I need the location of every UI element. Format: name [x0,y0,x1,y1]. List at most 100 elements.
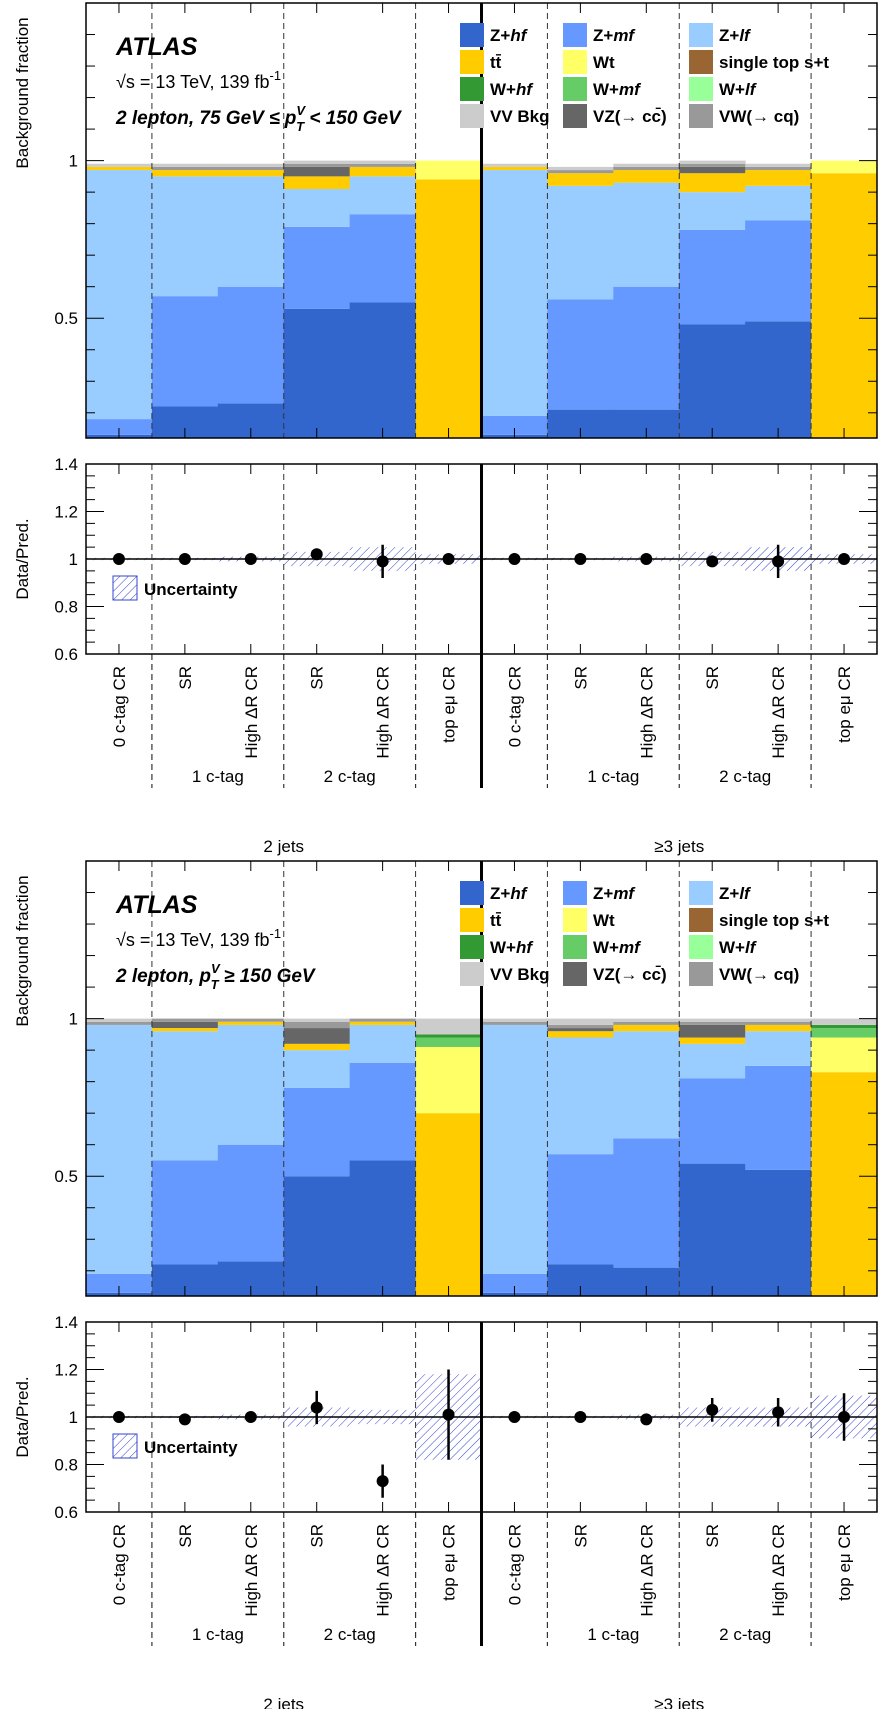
bar-segment [745,1024,812,1032]
bar-segment [613,163,680,167]
c-tag-group-label: 2 c-tag [324,767,376,786]
bar-segment [679,1163,746,1296]
bar-segment [745,1065,812,1170]
legend-swatch-whf [460,77,484,101]
ratio-point [706,1403,719,1416]
bar-segment [86,163,153,167]
legend-text-italic: mf [619,80,642,99]
bar-segment [283,1176,351,1296]
legend-swatch-zlf [689,23,713,47]
panel-1: 1 0.5 Background fraction ATLAS √s = 13 TeV,… [13,2,878,856]
legend-label-wmf: W+mf [593,80,642,99]
legend-swatch-vwcq [689,962,713,986]
bar-segment [547,1018,614,1025]
legend-swatch-zlf [689,881,713,905]
legend-text-italic: hf [516,938,534,957]
legend-text: VW(→ cq) [719,107,799,126]
bin-label: High ΔR CR [637,1524,656,1617]
legend-label-vzcc: VZ(→ cc̄) [593,107,667,126]
y-axis-label: Background fraction [13,875,32,1026]
bar-segment [811,1018,878,1025]
jets-label: ≥3 jets [654,1695,704,1709]
bar-segment [745,321,812,438]
legend-label-zlf: Z+lf [719,884,752,903]
legend-text: VZ(→ cc̄) [593,107,667,126]
bar-segment [679,166,746,174]
bin-label: top eμ CR [440,1524,459,1601]
bar-segment [217,176,285,287]
region-label: 2 lepton, pV T ≥ 150 GeV [115,961,316,992]
bar-segment [745,170,812,186]
bar-segment [217,170,285,177]
bin-label: High ΔR CR [242,1524,261,1617]
bar-segment [283,1087,351,1177]
legend-label-zlf: Z+lf [719,26,752,45]
region-tail: < 150 GeV [304,108,402,129]
bar-segment [349,214,417,303]
bar-segment [151,1021,219,1029]
bar-segment [679,324,746,438]
region-sup: V [296,103,306,118]
bar-segment [679,160,746,164]
legend-text-italic: lf [745,938,758,957]
bar-segment [613,166,680,171]
uncertainty-swatch [112,1433,138,1459]
legend-label-vwcq: VW(→ cq) [719,965,799,984]
bar-segment [151,1028,219,1032]
legend-text: VW(→ cq) [719,965,799,984]
ratio-point [442,1408,455,1421]
ratio-point [640,553,653,565]
bar-segment [217,1144,285,1262]
bar-segment [745,1031,812,1066]
legend-text-italic: lf [745,80,758,99]
bar-segment [811,160,878,174]
bar-segment [151,163,219,167]
bin-label: top eμ CR [440,666,459,743]
energy-main: √s = 13 TeV, 139 fb [116,930,270,950]
bar-segment [547,1031,614,1038]
c-tag-group-label: 1 c-tag [587,1625,639,1644]
bar-segment [481,1273,548,1293]
bar-segment [745,1018,812,1022]
bar-segment [679,163,746,167]
bar-segment [415,1034,482,1038]
bin-label: High ΔR CR [374,666,393,759]
ratio-y-axis-label: Data/Pred. [13,1376,32,1457]
legend-swatch-vwcq [689,104,713,128]
bin-label: top eμ CR [835,666,854,743]
ratio-point [310,548,323,561]
legend-swatch-stop [689,908,713,932]
bar-segment [613,1031,680,1139]
bar-segment [349,1018,417,1022]
bar-segment [283,166,351,177]
legend-text: Wt [593,911,615,930]
ratio-point [838,1411,851,1423]
ratio-ytick-label: 1.2 [54,503,78,522]
bar-segment [86,419,153,435]
legend-label-wlf: W+lf [719,80,758,99]
jets-label: ≥3 jets [654,837,704,856]
ratio-ytick-label: 1.4 [54,1313,78,1332]
bar-segment [151,1160,219,1265]
bar-segment [283,160,351,164]
bin-label: 0 c-tag CR [505,666,524,747]
bin-label: SR [176,1524,195,1548]
bar-segment [283,1043,351,1051]
bar-segment [613,170,680,183]
jets-label: 2 jets [263,837,304,856]
legend-swatch-vzcc [563,962,587,986]
legend-label-zmf: Z+mf [593,884,636,903]
legend-swatch-wlf [689,77,713,101]
legend-swatch-vzcc [563,104,587,128]
bin-label: 0 c-tag CR [505,1524,524,1605]
bin-label: SR [308,666,327,690]
ratio-ytick-label: 0.6 [54,1503,78,1522]
region-main: 2 lepton, p [115,966,211,987]
c-tag-group-label: 2 c-tag [719,1625,771,1644]
bar-segment [151,1031,219,1161]
bar-segment [481,1018,548,1022]
legend-swatch-whf [460,935,484,959]
bar-segment [481,170,548,416]
bar-segment [349,176,417,215]
